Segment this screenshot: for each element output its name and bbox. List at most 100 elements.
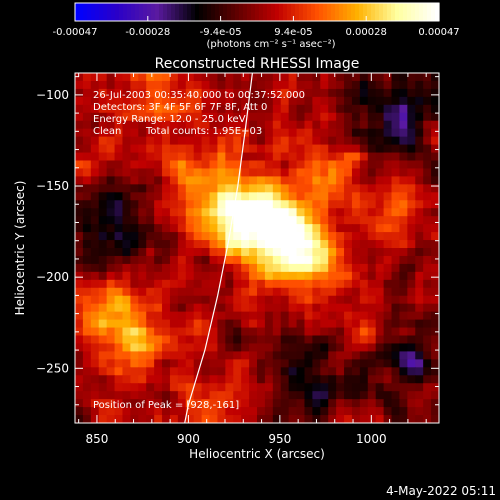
heatmap-cell: [233, 73, 242, 82]
heatmap-cell: [399, 343, 408, 352]
heatmap-cell: [154, 359, 163, 368]
heatmap-cell: [375, 248, 385, 257]
heatmap-cell: [375, 128, 385, 138]
heatmap-cell: [217, 120, 226, 130]
heatmap-cell: [304, 73, 313, 82]
heatmap-cell: [114, 96, 124, 106]
heatmap-cell: [272, 144, 282, 154]
heatmap-cell: [288, 240, 298, 249]
heatmap-cell: [399, 144, 408, 154]
heatmap-cell: [399, 168, 408, 177]
heatmap-cell: [359, 184, 369, 193]
heatmap-cell: [233, 255, 242, 265]
heatmap-cell: [264, 160, 274, 170]
heatmap-cell: [154, 287, 163, 297]
heatmap-cell: [122, 263, 131, 273]
heatmap-cell: [383, 271, 393, 281]
heatmap-cell: [138, 240, 147, 249]
heatmap-cell: [391, 152, 401, 162]
heatmap-cell: [249, 327, 258, 337]
heatmap-cell: [75, 407, 84, 416]
heatmap-cell: [407, 415, 416, 423]
heatmap-cell: [399, 96, 408, 106]
heatmap-cell: [138, 73, 147, 82]
heatmap-cell: [344, 279, 353, 289]
heatmap-cell: [82, 248, 92, 257]
heatmap-cell: [344, 359, 353, 368]
heatmap-cell: [82, 128, 92, 138]
heatmap-cell: [154, 263, 163, 273]
heatmap-cell: [177, 73, 187, 82]
heatmap-cell: [122, 407, 131, 416]
heatmap-cell: [272, 136, 282, 146]
colorbar-cell: [339, 3, 344, 21]
colorbar-cell: [175, 3, 180, 21]
heatmap-cell: [383, 319, 393, 329]
heatmap-cell: [280, 303, 290, 313]
heatmap-cell: [383, 311, 393, 321]
heatmap-cell: [304, 152, 313, 162]
heatmap-cell: [431, 232, 439, 241]
heatmap-cell: [138, 279, 147, 289]
heatmap-cell: [383, 263, 393, 273]
heatmap-cell: [201, 168, 211, 177]
heatmap-cell: [146, 343, 155, 352]
heatmap-cell: [383, 407, 393, 416]
heatmap-cell: [383, 80, 393, 90]
heatmap-cell: [82, 359, 92, 368]
heatmap-cell: [177, 359, 187, 368]
heatmap-cell: [272, 152, 282, 162]
heatmap-cell: [264, 112, 274, 122]
heatmap-cell: [225, 152, 234, 162]
heatmap-cell: [75, 136, 84, 146]
heatmap-cell: [154, 335, 163, 345]
heatmap-cell: [359, 319, 369, 329]
heatmap-cell: [336, 383, 345, 392]
heatmap-cell: [249, 407, 258, 416]
colorbar-cell: [127, 3, 132, 21]
heatmap-cell: [280, 407, 290, 416]
heatmap-cell: [169, 136, 179, 146]
heatmap-cell: [320, 112, 329, 122]
heatmap-cell: [304, 112, 313, 122]
heatmap-cell: [296, 240, 306, 249]
heatmap-cell: [423, 391, 432, 400]
heatmap-cell: [344, 200, 353, 209]
heatmap-cell: [328, 200, 337, 209]
heatmap-cell: [431, 255, 439, 265]
heatmap-cell: [367, 112, 377, 122]
heatmap-cell: [423, 311, 432, 321]
heatmap-cell: [98, 128, 108, 138]
heatmap-cell: [328, 128, 337, 138]
heatmap-cell: [241, 295, 250, 305]
heatmap-cell: [328, 192, 337, 201]
heatmap-cell: [399, 136, 408, 146]
heatmap-cell: [415, 359, 424, 368]
heatmap-cell: [383, 152, 393, 162]
heatmap-cell: [375, 73, 385, 82]
heatmap-cell: [233, 192, 242, 201]
heatmap-cell: [193, 128, 203, 138]
heatmap-cell: [241, 208, 250, 217]
heatmap-cell: [193, 359, 203, 368]
heatmap-cell: [391, 144, 401, 154]
heatmap-cell: [359, 152, 369, 162]
heatmap-cell: [162, 255, 171, 265]
heatmap-cell: [431, 128, 439, 138]
heatmap-cell: [367, 343, 377, 352]
heatmap-cell: [241, 88, 250, 98]
heatmap-cell: [82, 160, 92, 170]
heatmap-cell: [296, 176, 306, 185]
heatmap-cell: [312, 144, 321, 154]
heatmap-cell: [375, 335, 385, 345]
heatmap-cell: [130, 399, 139, 408]
heatmap-cell: [264, 136, 274, 146]
heatmap-cell: [177, 415, 187, 423]
heatmap-cell: [169, 96, 179, 106]
heatmap-cell: [162, 240, 171, 249]
heatmap-cell: [328, 343, 337, 352]
heatmap-cell: [193, 192, 203, 201]
heatmap-cell: [169, 327, 179, 337]
heatmap-cell: [122, 120, 131, 130]
heatmap-cell: [233, 311, 242, 321]
